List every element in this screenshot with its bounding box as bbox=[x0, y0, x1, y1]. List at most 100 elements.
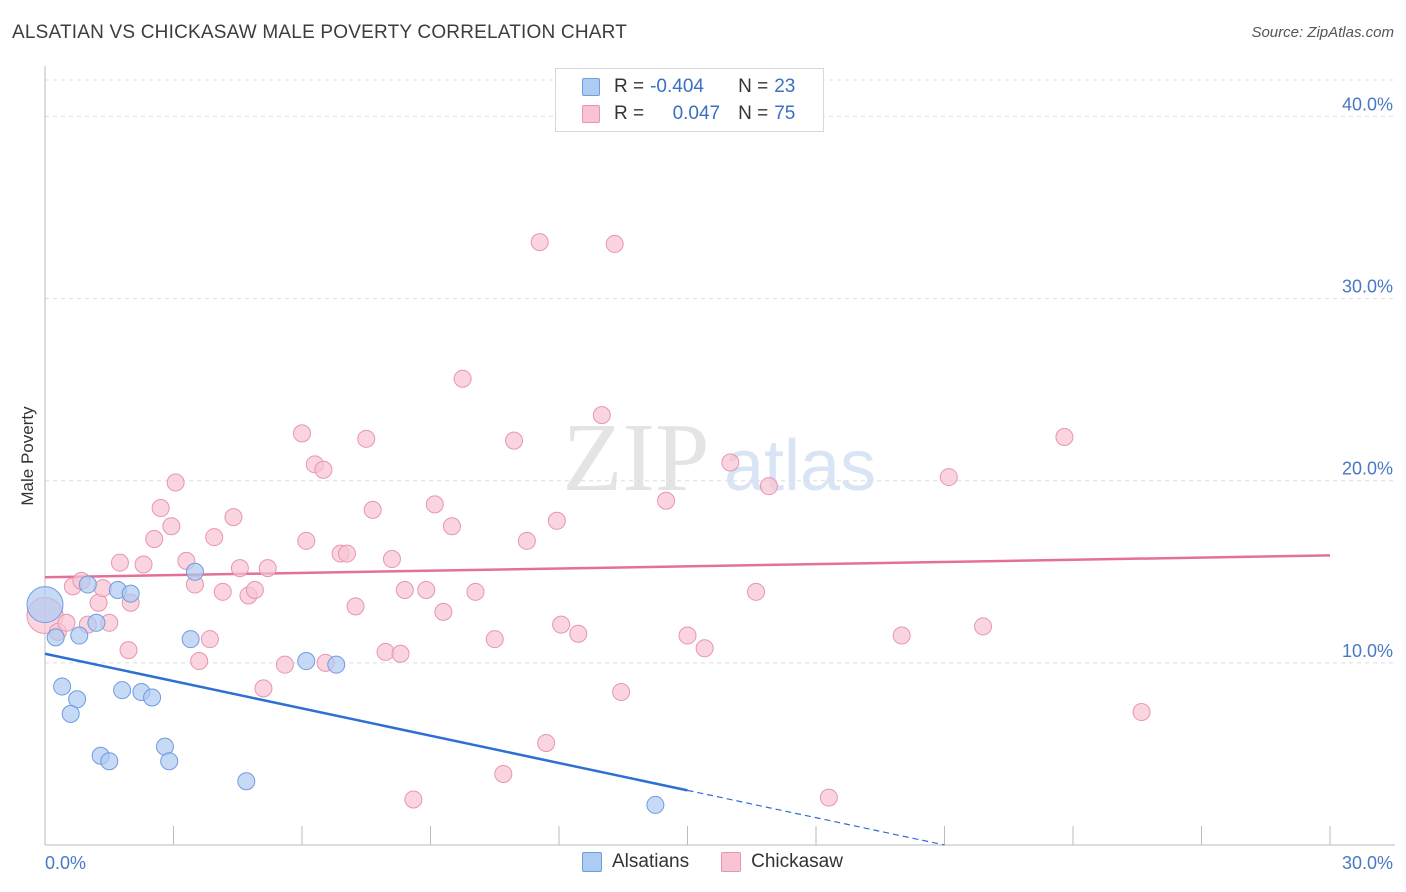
chickasaw-point bbox=[1132, 703, 1151, 722]
chickasaw-point bbox=[505, 431, 524, 450]
chickasaw-point bbox=[612, 683, 631, 701]
chickasaw-point bbox=[747, 582, 766, 601]
chickasaw-point bbox=[382, 550, 401, 569]
chickasaw-point bbox=[134, 555, 153, 574]
chickasaw-legend-swatch bbox=[721, 852, 742, 872]
watermark-zip: ZIP bbox=[563, 404, 710, 512]
chickasaw-point bbox=[537, 734, 556, 752]
alsatian-point bbox=[70, 626, 89, 645]
chickasaw-point bbox=[93, 579, 112, 598]
chickasaw-trendline bbox=[44, 554, 1331, 579]
alsatian-point bbox=[646, 795, 665, 814]
chickasaw-point bbox=[395, 581, 414, 599]
chickasaw-point bbox=[145, 530, 164, 548]
legend-item-chickasaw[interactable]: Chickasaw bbox=[721, 851, 843, 873]
chickasaw-point bbox=[258, 559, 277, 578]
alsatian-point bbox=[143, 688, 162, 707]
chickasaw-point bbox=[166, 473, 185, 492]
series-legend: Alsatians Chickasaw bbox=[582, 851, 875, 873]
chickasaw-point bbox=[569, 624, 588, 643]
correlation-legend: R = -0.404 N = 23 R = 0.047 N = 75 bbox=[555, 68, 824, 132]
chickasaw-point bbox=[337, 544, 356, 563]
chickasaw-point bbox=[759, 477, 778, 496]
chickasaw-point bbox=[357, 429, 376, 448]
chickasaw-point bbox=[592, 406, 611, 425]
alsatians-legend-swatch bbox=[582, 852, 602, 872]
chickasaw-point bbox=[657, 491, 676, 510]
alsatian-point bbox=[53, 677, 72, 696]
legend-n-value: 75 bbox=[774, 103, 796, 124]
alsatian-point bbox=[160, 752, 179, 771]
chickasaw-point bbox=[376, 642, 395, 661]
watermark-atlas: atlas bbox=[724, 426, 876, 506]
alsatian-point bbox=[297, 652, 316, 671]
alsatian-point bbox=[61, 704, 80, 723]
alsatian-point bbox=[185, 562, 204, 581]
chickasaw-point bbox=[213, 582, 232, 601]
chickasaw-point bbox=[605, 234, 624, 253]
chickasaw-point bbox=[119, 641, 138, 660]
alsatian-point bbox=[113, 681, 132, 700]
chickasaw-point bbox=[224, 508, 243, 527]
chickasaw-point bbox=[200, 630, 219, 649]
chickasaw-swatch bbox=[582, 105, 600, 123]
chickasaw-point bbox=[819, 788, 838, 807]
legend-row-alsatians: R = -0.404 N = 23 bbox=[556, 74, 795, 100]
alsatian-point bbox=[78, 575, 97, 594]
alsatian-point bbox=[26, 586, 64, 624]
legend-n-label: N = bbox=[738, 103, 769, 124]
chickasaw-point bbox=[363, 500, 382, 519]
x-tick-label: 0.0% bbox=[45, 853, 86, 873]
alsatian-trendline bbox=[44, 652, 688, 792]
y-tick-label: 30.0% bbox=[1342, 277, 1393, 297]
alsatian-point bbox=[121, 584, 140, 603]
y-tick-label: 10.0% bbox=[1342, 641, 1393, 661]
chickasaw-point bbox=[151, 499, 170, 518]
y-tick-label: 40.0% bbox=[1342, 94, 1393, 114]
chickasaw-point bbox=[346, 597, 365, 616]
chickasaw-point bbox=[425, 495, 444, 514]
alsatian-point bbox=[237, 772, 256, 791]
chickasaw-point bbox=[974, 617, 993, 636]
chickasaw-point bbox=[275, 655, 294, 674]
chart-title: ALSATIAN VS CHICKASAW MALE POVERTY CORRE… bbox=[12, 22, 628, 43]
chickasaw-point bbox=[245, 581, 264, 599]
alsatian-point bbox=[327, 655, 346, 674]
chickasaw-point bbox=[453, 369, 472, 388]
alsatian-point bbox=[46, 628, 65, 647]
chickasaw-point bbox=[678, 626, 697, 645]
legend-r-label: R = bbox=[614, 76, 645, 97]
chickasaw-point bbox=[721, 453, 740, 472]
chickasaw-point bbox=[417, 581, 436, 599]
y-tick-label: 20.0% bbox=[1342, 459, 1393, 479]
chickasaw-point bbox=[391, 644, 410, 663]
chickasaw-point bbox=[230, 559, 249, 578]
chickasaw-point bbox=[485, 630, 504, 649]
chickasaw-point bbox=[314, 460, 333, 479]
chickasaw-point bbox=[110, 553, 129, 572]
legend-item-alsatians[interactable]: Alsatians bbox=[582, 851, 689, 873]
chickasaw-point bbox=[442, 517, 461, 536]
chickasaw-point bbox=[695, 639, 714, 658]
chickasaw-point bbox=[466, 582, 485, 601]
alsatians-legend-label: Alsatians bbox=[612, 851, 690, 872]
chickasaw-point bbox=[892, 626, 911, 645]
alsatian-trendline-extension bbox=[687, 789, 945, 846]
legend-r-value: -0.404 bbox=[650, 76, 704, 97]
x-tick-label: 30.0% bbox=[1342, 853, 1393, 873]
chickasaw-point bbox=[404, 790, 423, 809]
chickasaw-point bbox=[547, 511, 566, 530]
chickasaw-legend-label: Chickasaw bbox=[751, 851, 843, 872]
chickasaw-point bbox=[434, 602, 453, 621]
chickasaw-point bbox=[293, 424, 311, 443]
alsatian-point bbox=[181, 630, 200, 649]
chickasaw-point bbox=[494, 764, 513, 783]
chickasaw-point bbox=[1055, 428, 1074, 446]
legend-r-label: R = bbox=[614, 103, 645, 124]
legend-n-value: 23 bbox=[774, 76, 796, 97]
chickasaw-point bbox=[254, 679, 273, 698]
chickasaw-point bbox=[552, 615, 571, 634]
alsatian-point bbox=[100, 752, 119, 771]
chickasaw-point bbox=[162, 517, 181, 536]
